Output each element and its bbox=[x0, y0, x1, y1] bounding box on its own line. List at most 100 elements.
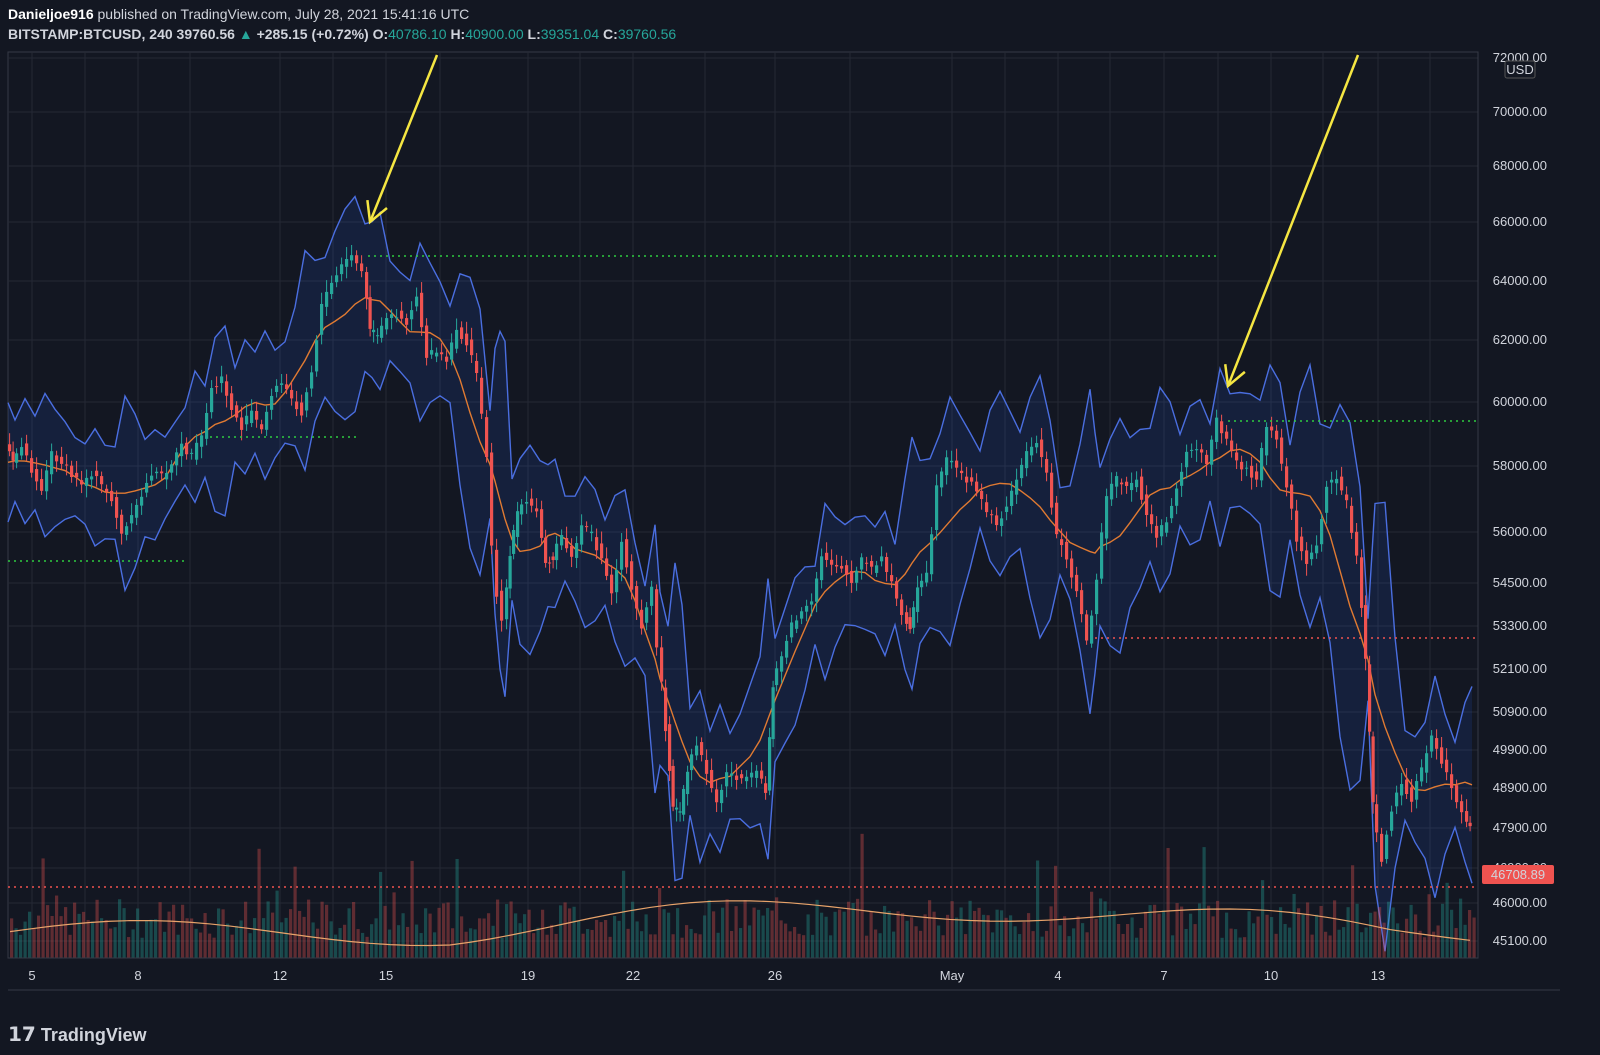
volume-bar bbox=[721, 907, 725, 958]
volume-bar bbox=[311, 922, 315, 958]
volume-bar bbox=[568, 908, 572, 958]
last-price: 39760.56 bbox=[176, 26, 235, 42]
volume-bar bbox=[1040, 936, 1044, 958]
last-price-badge bbox=[1482, 865, 1554, 884]
candle-body bbox=[895, 581, 899, 599]
volume-bar bbox=[1436, 925, 1440, 958]
volume-bar bbox=[149, 919, 153, 958]
candle-body bbox=[740, 774, 744, 779]
candle-body bbox=[1045, 459, 1049, 473]
candle-body bbox=[950, 460, 954, 463]
candle-body bbox=[385, 318, 389, 330]
candle-body bbox=[185, 442, 189, 455]
volume-bar bbox=[1270, 917, 1274, 958]
volume-bar bbox=[865, 935, 869, 958]
volume-bar bbox=[50, 915, 54, 958]
candle-body bbox=[1405, 779, 1409, 795]
volume-bar bbox=[199, 932, 203, 958]
candle-body bbox=[290, 389, 294, 399]
price-tick-label: 47900.00 bbox=[1493, 820, 1547, 835]
price-tick-label: 68000.00 bbox=[1493, 158, 1547, 173]
author-name[interactable]: Danieljoe916 bbox=[8, 6, 94, 22]
candle-body bbox=[1235, 452, 1239, 461]
price-axis[interactable]: 72000.0070000.0068000.0066000.0064000.00… bbox=[1477, 50, 1554, 958]
candle-body bbox=[575, 543, 579, 558]
candle-body bbox=[1135, 479, 1139, 488]
time-tick-label: 13 bbox=[1371, 968, 1385, 983]
volume-bar bbox=[91, 921, 95, 958]
candle-body bbox=[395, 317, 399, 319]
volume-bar bbox=[248, 933, 252, 958]
candle-body bbox=[175, 452, 179, 466]
volume-bar bbox=[154, 919, 158, 958]
candle-body bbox=[1020, 464, 1024, 479]
candle-body bbox=[1415, 781, 1419, 800]
volume-bar bbox=[748, 925, 752, 958]
time-tick-label: 5 bbox=[28, 968, 35, 983]
volume-bar bbox=[118, 899, 122, 958]
volume-bar bbox=[401, 913, 405, 958]
candle-body bbox=[1450, 774, 1454, 789]
candle-body bbox=[1315, 545, 1319, 554]
candle-body bbox=[1420, 767, 1424, 782]
volume-bar bbox=[757, 909, 761, 958]
candle-body bbox=[1305, 550, 1309, 564]
volume-bar bbox=[887, 910, 891, 958]
symbol-label[interactable]: BITSTAMP:BTCUSD, 240 bbox=[8, 26, 173, 42]
candle-body bbox=[771, 687, 775, 740]
band-fill bbox=[8, 196, 1472, 952]
price-tick-label: 50900.00 bbox=[1493, 704, 1547, 719]
candle-body bbox=[225, 381, 229, 396]
tradingview-logo[interactable]: 𝟭𝟳 TradingView bbox=[8, 1022, 147, 1047]
candle-body bbox=[270, 395, 274, 410]
volume-bar bbox=[1166, 848, 1170, 958]
candle-body bbox=[595, 537, 599, 551]
candle-body bbox=[190, 452, 194, 454]
candle-body bbox=[410, 310, 414, 320]
volume-bar bbox=[1063, 916, 1067, 958]
candle-body bbox=[265, 411, 269, 430]
volume-bar bbox=[599, 922, 603, 958]
volume-bar bbox=[379, 871, 383, 958]
price-tick-label: 64000.00 bbox=[1493, 273, 1547, 288]
volume-bar bbox=[41, 858, 45, 958]
price-tick-label: 45100.00 bbox=[1493, 933, 1547, 948]
volume-bar bbox=[388, 929, 392, 958]
volume-bar bbox=[1243, 937, 1247, 958]
candle-body bbox=[865, 562, 869, 564]
candle-body bbox=[1250, 465, 1254, 478]
volume-bar bbox=[779, 920, 783, 958]
candle-body bbox=[45, 470, 49, 492]
volume-bar bbox=[509, 901, 513, 958]
time-axis[interactable]: 5 8 12 15 19 22 26 May 4 7 10 13 bbox=[8, 957, 1560, 991]
candle-body bbox=[725, 772, 729, 787]
volume-bar bbox=[698, 934, 702, 958]
volume-bar bbox=[262, 918, 266, 958]
volume-bar bbox=[932, 911, 936, 958]
candle-body bbox=[535, 508, 539, 512]
volume-bar bbox=[1342, 927, 1346, 958]
volume-bar bbox=[1184, 928, 1188, 958]
candle-body bbox=[205, 412, 209, 439]
change-value: +285.15 (+0.72%) bbox=[256, 26, 369, 42]
open-value: 40786.10 bbox=[388, 26, 447, 42]
volume-bar bbox=[1315, 914, 1319, 958]
candle-body bbox=[1368, 664, 1372, 732]
volume-bar bbox=[622, 870, 626, 958]
candle-body bbox=[1175, 488, 1179, 506]
candle-body bbox=[285, 384, 289, 390]
candle-body bbox=[870, 561, 874, 567]
candle-body bbox=[1210, 439, 1214, 465]
candle-body bbox=[1115, 476, 1119, 487]
candle-body bbox=[1190, 449, 1194, 451]
candle-body bbox=[785, 640, 789, 658]
arrow-head bbox=[366, 200, 388, 225]
volume-bar bbox=[977, 907, 981, 958]
low-value: 39351.04 bbox=[540, 26, 600, 42]
volume-bar bbox=[320, 901, 324, 958]
candle-body bbox=[516, 511, 520, 537]
candle-body bbox=[275, 385, 279, 392]
price-tick-label: 62000.00 bbox=[1493, 332, 1547, 347]
volume-bar bbox=[334, 934, 338, 958]
